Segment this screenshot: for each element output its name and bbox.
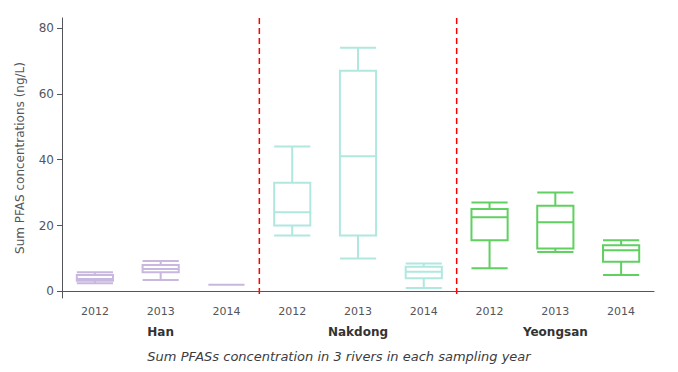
svg-text:2013: 2013 [147, 305, 175, 318]
svg-text:2012: 2012 [81, 305, 109, 318]
svg-text:60: 60 [39, 87, 54, 101]
svg-text:20: 20 [39, 219, 54, 233]
svg-text:Sum PFASs concentration in 3 r: Sum PFASs concentration in 3 rivers in e… [147, 349, 532, 364]
svg-text:2014: 2014 [410, 305, 438, 318]
svg-text:Han: Han [147, 325, 174, 339]
svg-text:2012: 2012 [278, 305, 306, 318]
svg-text:40: 40 [39, 153, 54, 167]
svg-text:2014: 2014 [607, 305, 635, 318]
svg-text:2013: 2013 [344, 305, 372, 318]
svg-text:80: 80 [39, 21, 54, 35]
svg-text:Yeongsan: Yeongsan [522, 325, 588, 339]
svg-text:2012: 2012 [476, 305, 504, 318]
svg-text:Nakdong: Nakdong [328, 325, 388, 339]
svg-text:Sum PFAS concentrations (ng/L): Sum PFAS concentrations (ng/L) [13, 62, 27, 254]
svg-text:0: 0 [46, 284, 54, 298]
svg-text:2014: 2014 [212, 305, 240, 318]
svg-text:2013: 2013 [541, 305, 569, 318]
